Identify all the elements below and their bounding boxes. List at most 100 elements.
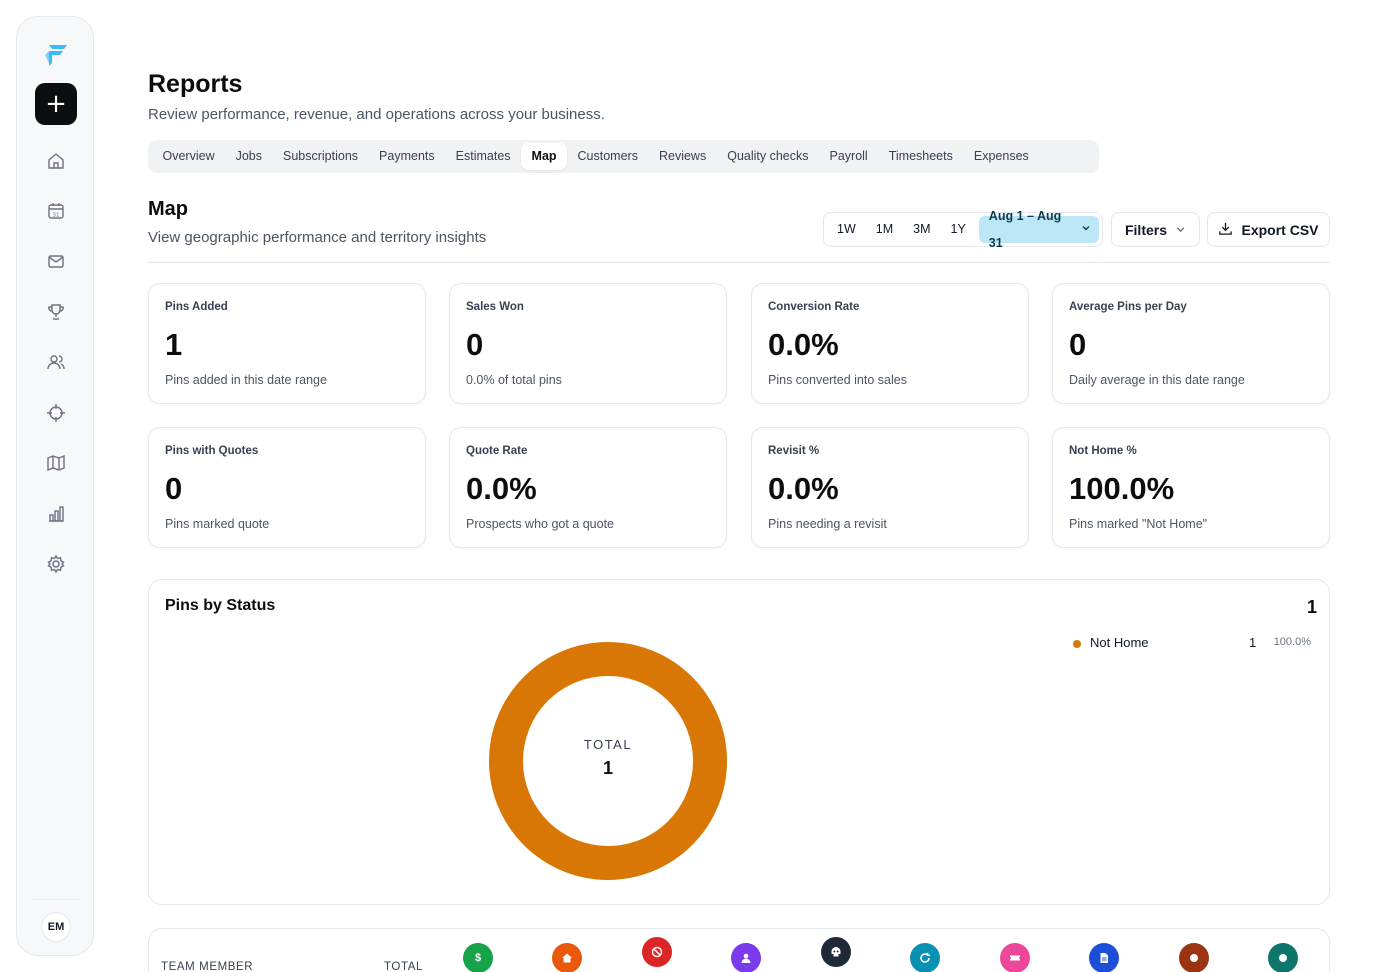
mail-icon[interactable] [46,251,66,271]
dot-icon [1179,943,1209,972]
stat-value: 0.0% [768,327,839,362]
donut-center-label: TOTAL [584,737,632,752]
section-title: Map [148,198,188,220]
pins-by-status-title: Pins by Status [165,597,276,614]
stat-label: Average Pins per Day [1069,301,1187,313]
stat-caption: Pins marked "Not Home" [1069,517,1208,531]
legend-name: Not Home [1090,635,1149,650]
stat-card-conversion-rate: Conversion Rate 0.0% Pins converted into… [751,283,1029,404]
dollar-icon: $ [463,943,493,972]
stat-card-average-pins-per-day: Average Pins per Day 0 Daily average in … [1052,283,1330,404]
stat-card-revisit: Revisit % 0.0% Pins needing a revisit [751,427,1029,548]
export-csv-label: Export CSV [1241,221,1319,238]
stat-value: 0 [165,471,183,506]
trophy-icon[interactable] [46,302,66,322]
tab-estimates[interactable]: Estimates [455,149,511,163]
header-divider [148,262,1330,263]
calendar-day: 31 [53,213,60,219]
calendar-icon[interactable]: 31 [46,201,66,221]
tab-customers[interactable]: Customers [577,149,638,163]
stat-caption: Pins added in this date range [165,373,327,387]
stat-label: Sales Won [466,301,524,313]
stat-card-pins-with-quotes: Pins with Quotes 0 Pins marked quote [148,427,426,548]
tab-jobs[interactable]: Jobs [235,149,262,163]
report-tabs: Overview Jobs Subscriptions Payments Est… [148,140,1099,173]
range-1m-button[interactable]: 1M [875,222,894,236]
export-csv-button[interactable]: Export CSV [1207,212,1330,247]
ticket-icon [1000,943,1030,972]
stat-label: Conversion Rate [768,301,860,313]
donut-slice-not-home[interactable] [489,642,727,880]
refresh-icon [910,943,940,972]
stat-value: 100.0% [1069,471,1175,506]
legend-item-not-home[interactable]: Not Home 1 100.0% [1073,635,1311,653]
pins-by-status-donut-chart: TOTAL 1 [489,642,727,880]
chevron-down-icon [1081,216,1091,243]
pins-by-status-panel: Pins by Status 1 TOTAL 1 Not Home 1 100.… [148,579,1330,905]
avatar[interactable]: EM [41,912,71,942]
section-subtitle: View geographic performance and territor… [148,229,487,246]
target-icon[interactable] [46,403,66,423]
stat-card-quote-rate: Quote Rate 0.0% Prospects who got a quot… [449,427,727,548]
stat-label: Pins with Quotes [165,445,259,457]
tab-overview[interactable]: Overview [162,149,215,163]
stat-caption: Pins marked quote [165,517,270,531]
stat-value: 0 [466,327,484,362]
custom-date-range-button[interactable]: Aug 1 – Aug 31 [978,209,1099,250]
dot-icon [1268,943,1298,972]
date-range-selector: 1W 1M 3M 1Y Aug 1 – Aug 31 [823,209,1103,250]
document-icon [1089,943,1119,972]
tab-map[interactable]: Map [521,143,568,170]
stat-label: Pins Added [165,301,228,313]
sidebar: + 31 EM [16,16,94,956]
stat-caption: Pins converted into sales [768,373,907,387]
stat-label: Revisit % [768,445,820,457]
tab-quality-checks[interactable]: Quality checks [727,149,809,163]
range-1y-button[interactable]: 1Y [950,222,966,236]
user-icon [731,943,761,972]
legend-percent: 100.0% [1273,636,1311,648]
stat-value: 0.0% [768,471,839,506]
stat-caption: Pins needing a revisit [768,517,887,531]
skull-icon [821,937,851,967]
donut-center-value: 1 [603,758,613,778]
users-icon[interactable] [46,352,66,372]
filters-button[interactable]: Filters [1111,212,1200,247]
page-subtitle: Review performance, revenue, and operati… [148,106,605,123]
download-icon [1218,221,1233,239]
stat-caption: Daily average in this date range [1069,373,1245,387]
column-header-total[interactable]: TOTAL [384,961,423,972]
column-header-team-member[interactable]: TEAM MEMBER [161,961,254,972]
stat-value: 1 [165,327,183,362]
stat-card-not-home: Not Home % 100.0% Pins marked "Not Home" [1052,427,1330,548]
tab-reviews[interactable]: Reviews [658,149,707,163]
tab-expenses[interactable]: Expenses [973,149,1029,163]
gear-icon[interactable] [46,554,66,574]
tab-timesheets[interactable]: Timesheets [888,149,953,163]
dollar-glyph: $ [474,952,482,964]
tab-payroll[interactable]: Payroll [829,149,868,163]
stat-label: Not Home % [1069,445,1137,457]
stat-caption: 0.0% of total pins [466,373,562,387]
tab-payments[interactable]: Payments [379,149,435,163]
page-title: Reports [148,70,243,98]
map-icon[interactable] [46,453,66,473]
range-1w-button[interactable]: 1W [837,222,856,236]
date-range-label: Aug 1 – Aug 31 [988,208,1062,250]
legend-dot [1073,640,1081,648]
add-button[interactable]: + [35,83,77,125]
tab-subscriptions[interactable]: Subscriptions [283,149,359,163]
filters-label: Filters [1124,221,1167,238]
team-member-table: TEAM MEMBER TOTAL $ [148,928,1330,972]
chevron-down-icon [1175,222,1186,238]
ban-icon [642,937,672,967]
stat-card-sales-won: Sales Won 0 0.0% of total pins [449,283,727,404]
stat-card-pins-added: Pins Added 1 Pins added in this date ran… [148,283,426,404]
stat-caption: Prospects who got a quote [466,517,615,531]
home-icon[interactable] [46,151,66,171]
range-3m-button[interactable]: 3M [913,222,931,236]
house-icon [552,943,582,972]
bar-chart-icon[interactable] [46,504,66,524]
sidebar-divider [31,899,79,900]
logo-icon[interactable] [41,37,71,67]
